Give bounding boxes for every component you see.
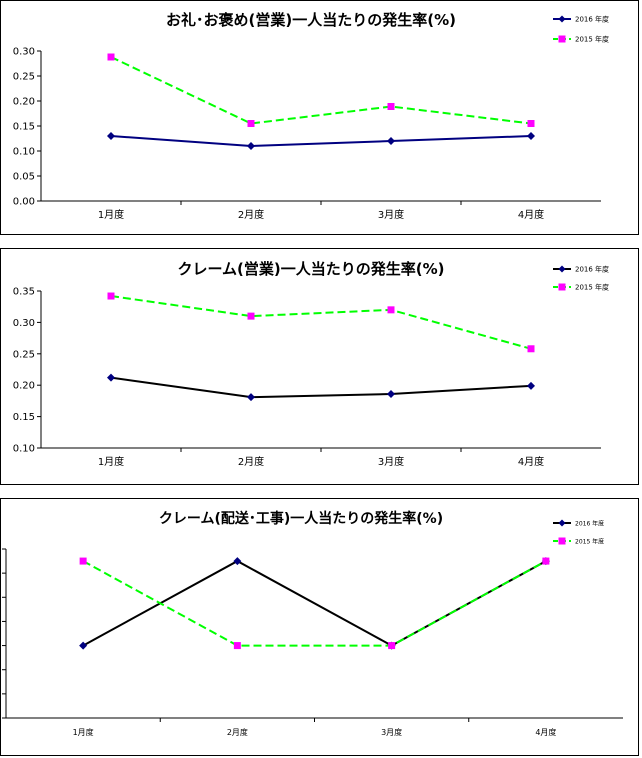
x-tick-label: 1月度 [73,727,94,737]
y-tick-label: 0.30 [13,318,35,329]
y-tick-label: 0.25 [13,349,35,360]
legend-marker [558,35,566,43]
chart-title: お礼･お褒め(営業)一人当たりの発生率(%) [166,11,456,29]
data-point [527,381,535,390]
x-tick-label: 4月度 [518,455,544,468]
chart-panel-2: クレーム(営業)一人当たりの発生率(%) 0.35 0.30 0.25 0.20 0.1… [0,248,639,485]
data-point [107,292,115,300]
y-tick-label: 0.30 [13,47,35,58]
chart-1-svg: お礼･お褒め(営業)一人当たりの発生率(%) 0.30 0.25 0.20 0.15 0… [13,11,609,221]
y-tick-label: 0.35 [13,287,35,298]
data-point [527,345,535,353]
data-point [233,642,241,650]
legend-label: 2016 年度 [575,15,609,24]
y-tick-label: 0.10 [13,444,35,455]
series-line-1 [110,135,532,148]
legend-label: 2015 年度 [575,538,604,546]
x-tick-label: 4月度 [535,727,556,737]
data-point [387,137,395,145]
legend-marker [558,265,566,273]
legend-label: 2016 年度 [575,520,604,528]
legend-marker [558,283,566,291]
chart-title: クレーム(配送･工事)一人当たりの発生率(%) [159,510,443,527]
data-point [107,373,115,382]
series-line-2 [82,560,547,647]
series-line-2 [110,295,532,350]
x-tick-label: 4月度 [518,208,544,221]
y-tick-label: 0.20 [13,97,35,108]
legend-marker [558,519,566,527]
data-point [79,641,88,650]
y-tick-label: 0.15 [13,412,35,423]
x-tick-label: 3月度 [378,455,404,468]
x-tick-label: 3月度 [381,727,402,737]
y-tick-label: 0.15 [13,122,35,133]
data-point [247,142,255,150]
y-tick-label: 0.20 [13,381,35,392]
x-tick-label: 2月度 [238,208,264,221]
x-tick-label: 2月度 [238,455,264,468]
data-point [247,393,255,402]
data-point [247,120,255,127]
series-line-1 [82,559,547,647]
x-tick-label: 3月度 [378,208,404,221]
chart-panel-1: お礼･お褒め(営業)一人当たりの発生率(%) 0.30 0.25 0.20 0.15 0… [0,0,639,235]
data-point [527,132,535,140]
legend-marker [558,537,566,545]
x-tick-label: 1月度 [98,455,124,468]
x-tick-label: 1月度 [98,208,124,221]
y-tick-label: 0.00 [13,197,35,208]
chart-title: クレーム(営業)一人当たりの発生率(%) [177,260,444,278]
y-tick-label: 0.25 [13,72,35,83]
legend-label: 2015 年度 [575,35,609,44]
series-line-2 [110,56,532,125]
legend-label: 2015 年度 [575,283,609,292]
data-point [388,642,396,650]
y-tick-label: 0.05 [13,172,35,183]
data-point [387,306,395,314]
data-point [233,557,242,566]
data-point [107,132,115,140]
data-point [107,53,115,61]
data-point [387,103,395,110]
chart-panel-3: クレーム(配送･工事)一人当たりの発生率(%) 0.0140.0120.0100… [0,498,639,756]
data-point [387,389,395,398]
x-tick-label: 2月度 [227,727,248,737]
chart-2-svg: クレーム(営業)一人当たりの発生率(%) 0.35 0.30 0.25 0.20 0.1… [13,260,609,468]
legend-label: 2016 年度 [575,265,609,274]
data-point [247,312,255,320]
data-point [542,557,550,565]
data-point [527,120,535,127]
series-line-1 [110,376,532,399]
y-tick-label: 0.10 [13,147,35,158]
legend-marker [558,15,566,23]
chart-3-svg: クレーム(配送･工事)一人当たりの発生率(%) 0.0140.0120.0100… [2,510,623,737]
data-point [79,557,87,565]
